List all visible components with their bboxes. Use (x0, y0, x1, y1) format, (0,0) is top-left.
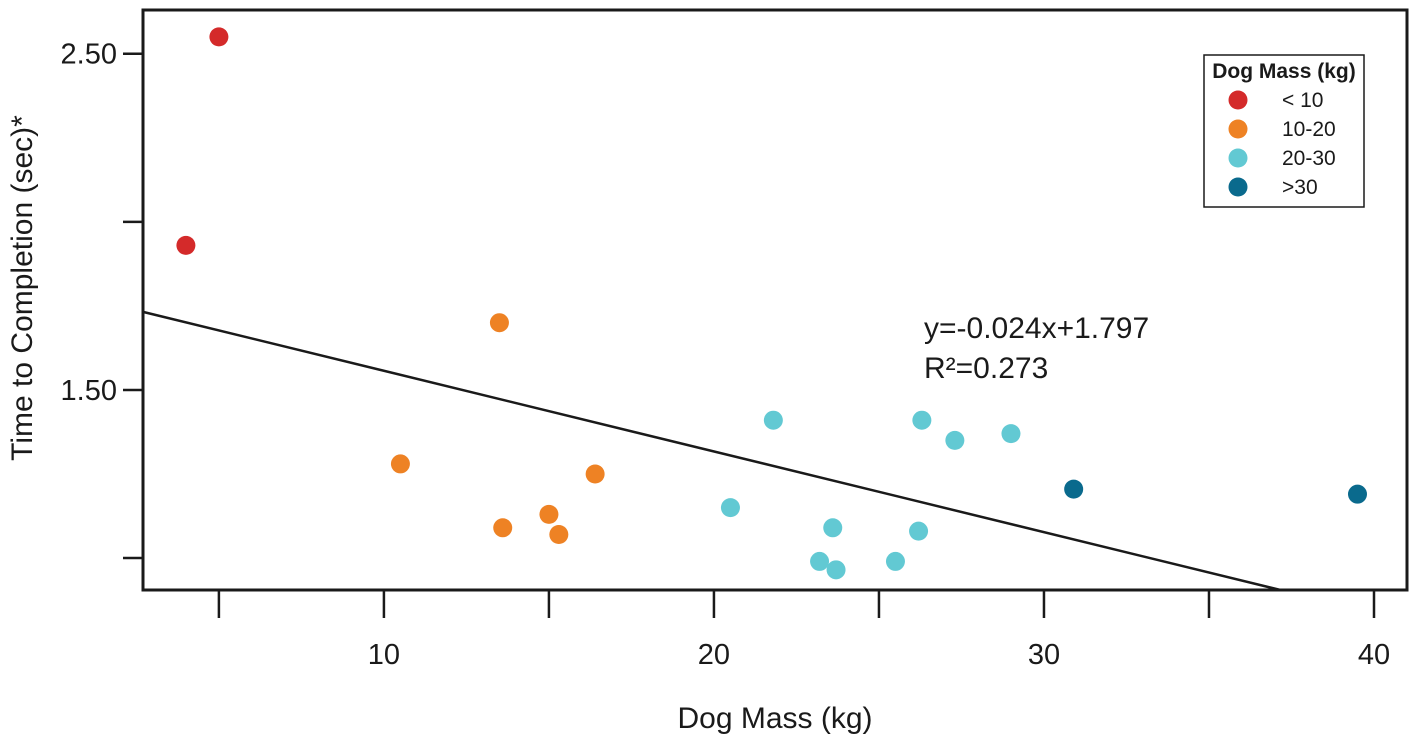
data-point (909, 521, 929, 541)
data-point (1064, 479, 1084, 499)
data-point (1347, 484, 1367, 504)
data-point (390, 454, 410, 474)
data-point (912, 410, 932, 430)
data-point (176, 235, 196, 255)
plot-area-frame (141, 8, 1409, 592)
x-tick-label: 10 (368, 639, 400, 671)
data-point (493, 518, 513, 538)
y-axis-title: Time to Completion (sec)* (6, 115, 39, 461)
legend-swatch (1228, 90, 1248, 110)
legend-swatch (1228, 148, 1248, 168)
data-point (209, 27, 229, 47)
legend-label: 10-20 (1282, 118, 1336, 141)
data-point (549, 525, 569, 545)
y-tick-label: 2.50 (61, 39, 117, 71)
data-point (720, 498, 740, 518)
x-tick-label: 20 (698, 639, 730, 671)
regression-equation: y=-0.024x+1.797 (924, 312, 1149, 345)
data-point (763, 410, 783, 430)
data-point (489, 313, 509, 333)
x-tick-label: 40 (1358, 639, 1390, 671)
data-point (823, 518, 843, 538)
legend-label: < 10 (1282, 89, 1323, 112)
legend-title: Dog Mass (kg) (1212, 60, 1356, 83)
data-point (885, 551, 905, 571)
data-point (1001, 424, 1021, 444)
legend: Dog Mass (kg) < 10 10-20 20-30 >30 (1203, 54, 1365, 208)
data-point (826, 560, 846, 580)
legend-swatch (1228, 177, 1248, 197)
data-point (945, 430, 965, 450)
x-tick-label: 30 (1028, 639, 1060, 671)
y-tick-label: 1.50 (61, 375, 117, 407)
data-point (585, 464, 605, 484)
x-axis-title: Dog Mass (kg) (677, 702, 872, 735)
regression-r-squared: R²=0.273 (924, 352, 1048, 385)
legend-label: >30 (1282, 176, 1318, 199)
data-point (810, 551, 830, 571)
y-axis: 1.50 2.50 (61, 39, 143, 560)
legend-swatch (1228, 119, 1248, 139)
data-point (539, 504, 559, 524)
legend-label: 20-30 (1282, 147, 1336, 170)
x-axis: 10 20 30 40 (217, 590, 1390, 671)
regression-line (142, 310, 1281, 592)
